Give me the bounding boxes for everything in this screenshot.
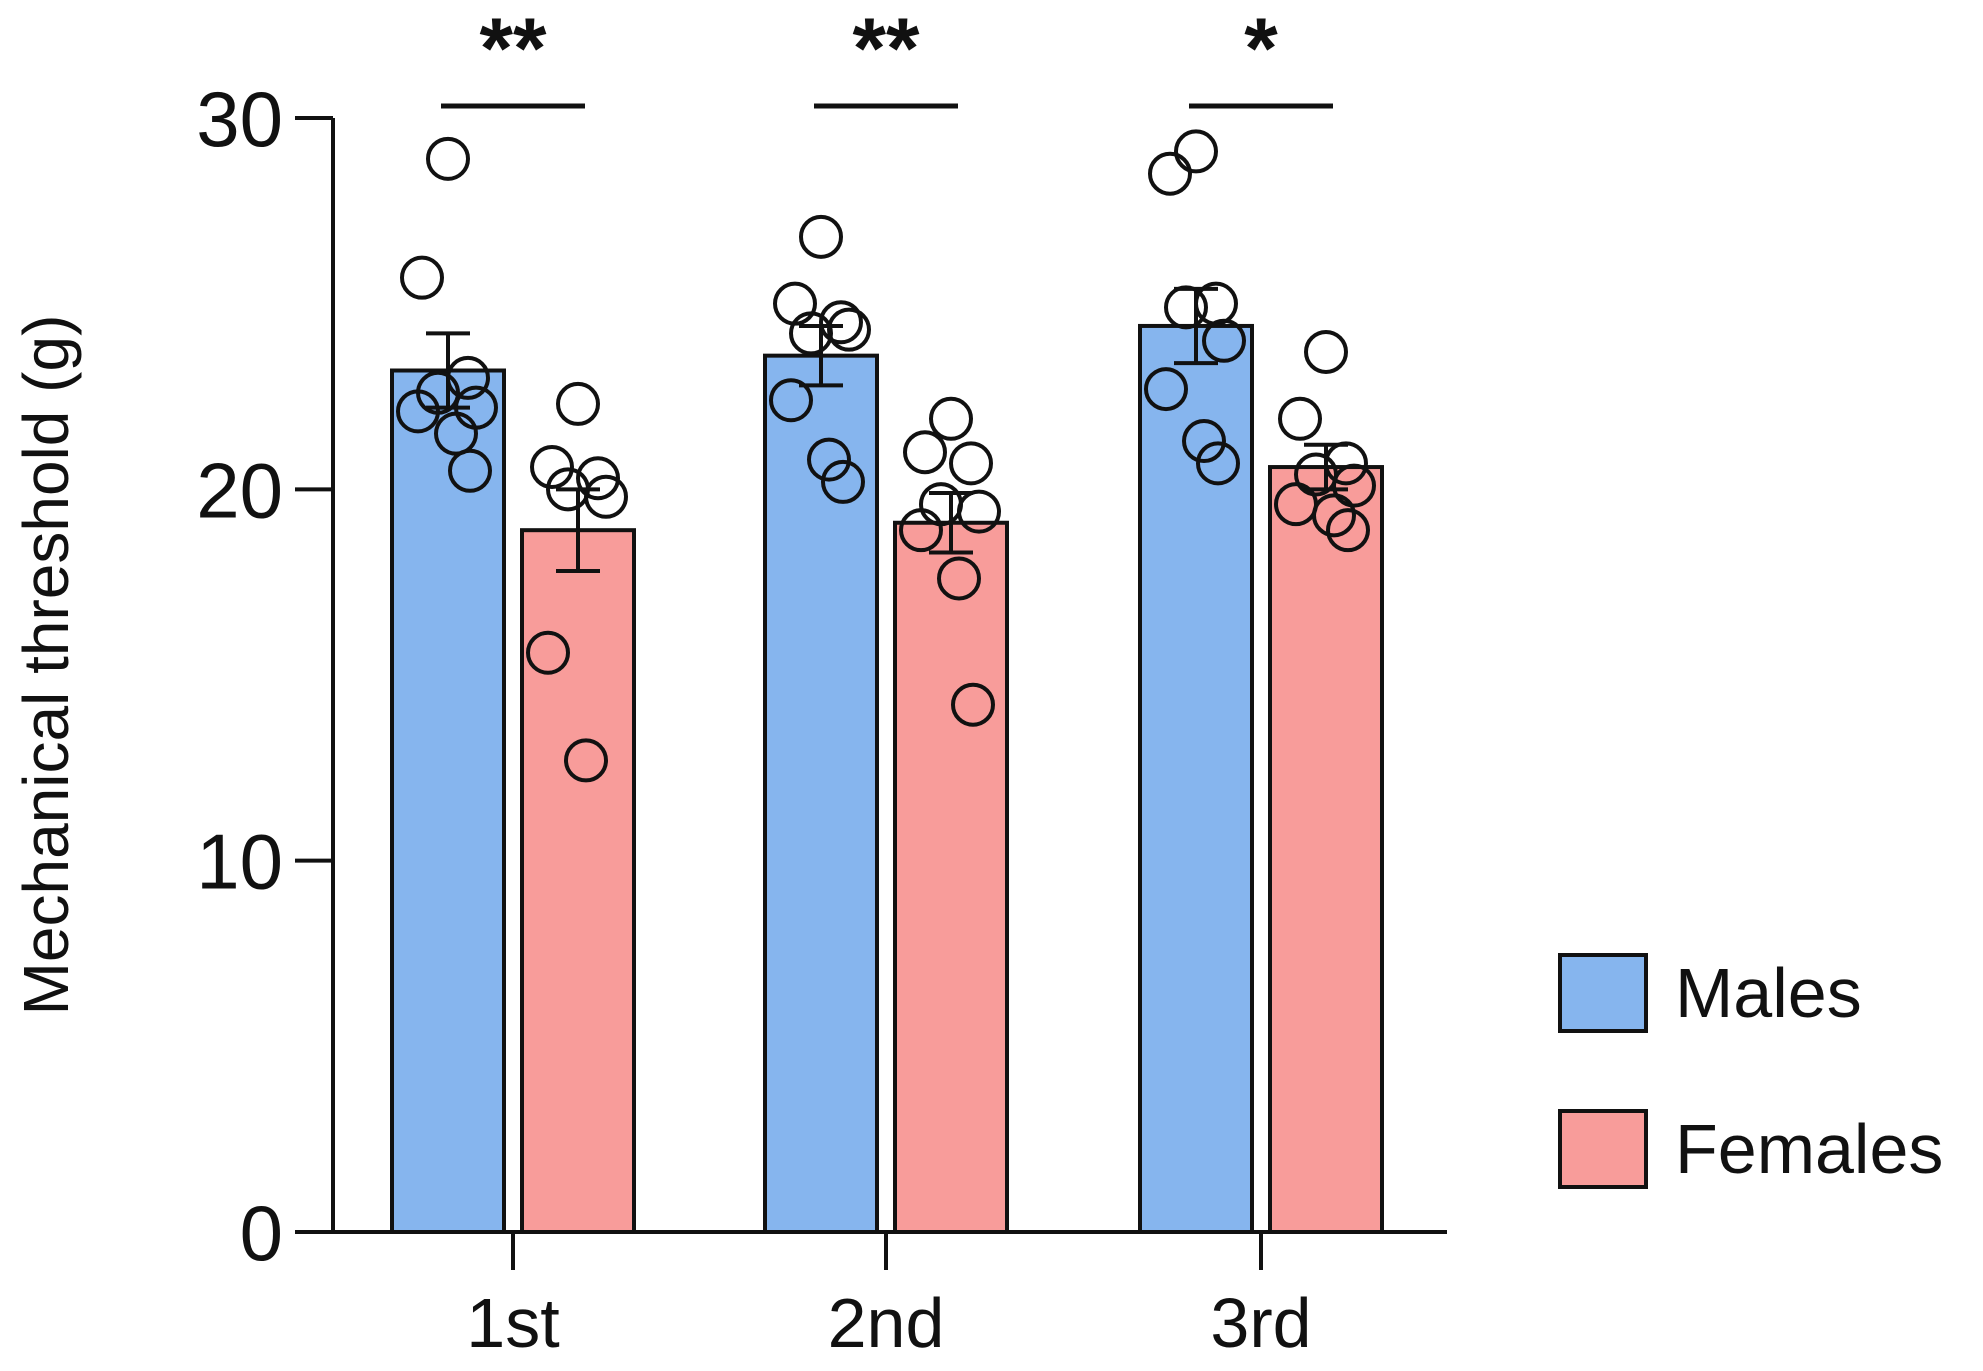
legend-label-males: Males <box>1675 954 1862 1032</box>
x-tick-label-2nd: 2nd <box>828 1284 945 1362</box>
legend-swatch-females <box>1558 1109 1648 1189</box>
point-males-2nd <box>807 437 851 482</box>
bar-males-3rd <box>1138 323 1254 1234</box>
point-females-2nd <box>899 508 943 553</box>
point-males-3rd <box>1202 318 1246 363</box>
legend-swatch-males <box>1558 953 1648 1033</box>
significance-layer: ** ** * <box>441 1 1333 109</box>
point-males-1st <box>426 136 470 181</box>
point-males-1st <box>396 389 440 434</box>
point-males-2nd <box>769 378 813 423</box>
point-males-2nd <box>821 459 865 504</box>
y-axis-label: Mechanical threshold (g) <box>10 315 82 1016</box>
point-females-2nd <box>957 489 1001 534</box>
point-males-3rd <box>1196 441 1240 486</box>
bar-females-2nd <box>893 520 1009 1234</box>
point-females-2nd <box>949 441 993 486</box>
point-females-3rd <box>1326 508 1370 553</box>
point-females-2nd <box>929 396 973 441</box>
axes-layer: 0 10 20 30 1st 2nd 3rd <box>196 75 1447 1362</box>
point-males-3rd <box>1144 367 1188 412</box>
point-females-2nd <box>951 682 995 727</box>
point-males-3rd <box>1174 129 1218 174</box>
bar-males-2nd <box>763 353 879 1234</box>
bars-layer <box>390 323 1384 1234</box>
y-tick-label-0: 0 <box>240 1189 283 1277</box>
point-females-3rd <box>1324 441 1368 486</box>
x-tick-label-1st: 1st <box>466 1284 559 1362</box>
point-females-3rd <box>1332 463 1376 508</box>
bar-males-1st <box>390 368 506 1234</box>
error-bars-layer <box>426 286 1348 574</box>
point-females-3rd <box>1312 493 1356 538</box>
point-females-1st <box>526 630 570 675</box>
point-females-1st <box>530 445 574 490</box>
y-tick-label-20: 20 <box>196 446 283 534</box>
point-males-2nd <box>799 214 843 259</box>
legend-label-females: Females <box>1675 1110 1943 1188</box>
point-females-2nd <box>919 482 963 527</box>
point-males-1st <box>448 448 492 493</box>
point-males-3rd <box>1164 285 1208 330</box>
significance-marker-1st: ** <box>480 1 547 97</box>
point-females-2nd <box>937 556 981 601</box>
point-females-1st <box>556 381 600 426</box>
y-tick-label-30: 30 <box>196 75 283 163</box>
point-males-3rd <box>1148 151 1192 196</box>
point-males-2nd <box>819 300 863 345</box>
point-males-3rd <box>1182 419 1226 464</box>
points-layer <box>396 129 1376 783</box>
legend: Males Females <box>1558 953 1943 1189</box>
point-females-3rd <box>1278 396 1322 441</box>
point-males-2nd <box>827 307 871 352</box>
point-males-1st <box>400 255 444 300</box>
x-tick-label-3rd: 3rd <box>1210 1284 1311 1362</box>
bar-females-1st <box>520 528 636 1234</box>
point-males-2nd <box>773 281 817 326</box>
bar-females-3rd <box>1268 465 1384 1234</box>
point-females-1st <box>576 456 620 501</box>
point-females-1st <box>564 738 608 783</box>
point-males-1st <box>446 355 490 400</box>
significance-marker-3rd: * <box>1244 1 1278 97</box>
significance-marker-2nd: ** <box>853 1 920 97</box>
y-tick-label-10: 10 <box>196 818 283 906</box>
point-males-1st <box>434 411 478 456</box>
point-females-2nd <box>903 430 947 475</box>
point-females-3rd <box>1304 329 1348 374</box>
point-females-1st <box>584 474 628 519</box>
